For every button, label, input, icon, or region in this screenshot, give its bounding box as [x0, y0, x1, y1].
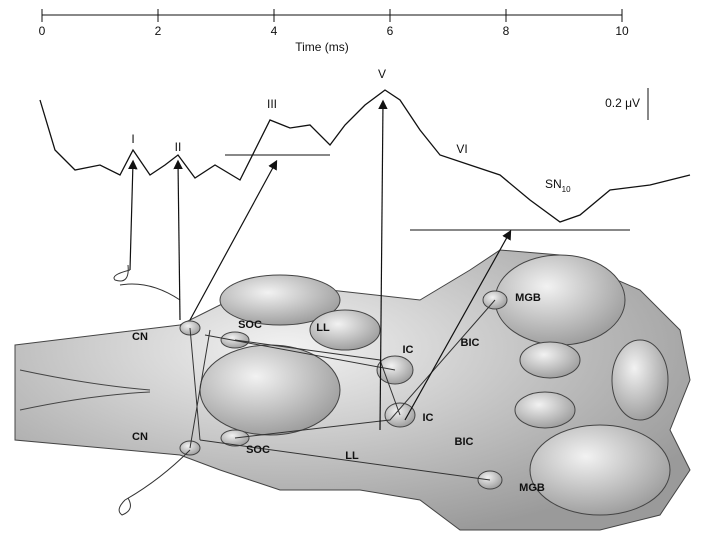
tick-label: 6	[387, 24, 394, 38]
wave-label-sub: 10	[562, 185, 571, 194]
tick-label: 10	[615, 24, 629, 38]
structure-label: MGB	[519, 482, 545, 494]
waveform	[40, 90, 690, 222]
structure-label: LL	[316, 322, 330, 334]
structure-label: SOC	[238, 319, 262, 331]
structure-label: BIC	[461, 337, 480, 349]
wave-label: VI	[456, 142, 467, 156]
tick-label: 8	[503, 24, 510, 38]
tick-label: 0	[39, 24, 46, 38]
brainstem	[15, 250, 690, 530]
structure-label: MGB	[515, 292, 541, 304]
structure-label: CN	[132, 331, 148, 343]
structure-label: CN	[132, 431, 148, 443]
axis-label: Time (ms)	[295, 40, 349, 54]
wave-label: III	[267, 97, 277, 111]
structure-label: IC	[423, 412, 434, 424]
wave-label: II	[175, 140, 182, 154]
tick-label: 4	[271, 24, 278, 38]
wave-label-main: SN	[545, 177, 562, 191]
structure-label: LL	[345, 450, 359, 462]
scale-label: 0.2 μV	[605, 96, 640, 110]
wave-label: SN10	[545, 177, 571, 194]
reference-lines	[225, 88, 648, 230]
structure-label: BIC	[455, 436, 474, 448]
tick-label: 2	[155, 24, 162, 38]
structure-label: SOC	[246, 444, 270, 456]
page: {"time_axis":{"ticks":[0,2,4,6,8,10],"la…	[0, 0, 705, 538]
wave-label: I	[131, 132, 134, 146]
body: 0246810 Time (ms) I II III V VI SN10 0.2…	[0, 0, 705, 538]
time-ticks: 0 2 4 6 8 10	[39, 9, 629, 38]
figure: 0246810 Time (ms) I II III V VI SN10 0.2…	[0, 0, 705, 533]
structure-label: IC	[403, 344, 414, 356]
wave-label: V	[378, 67, 386, 81]
